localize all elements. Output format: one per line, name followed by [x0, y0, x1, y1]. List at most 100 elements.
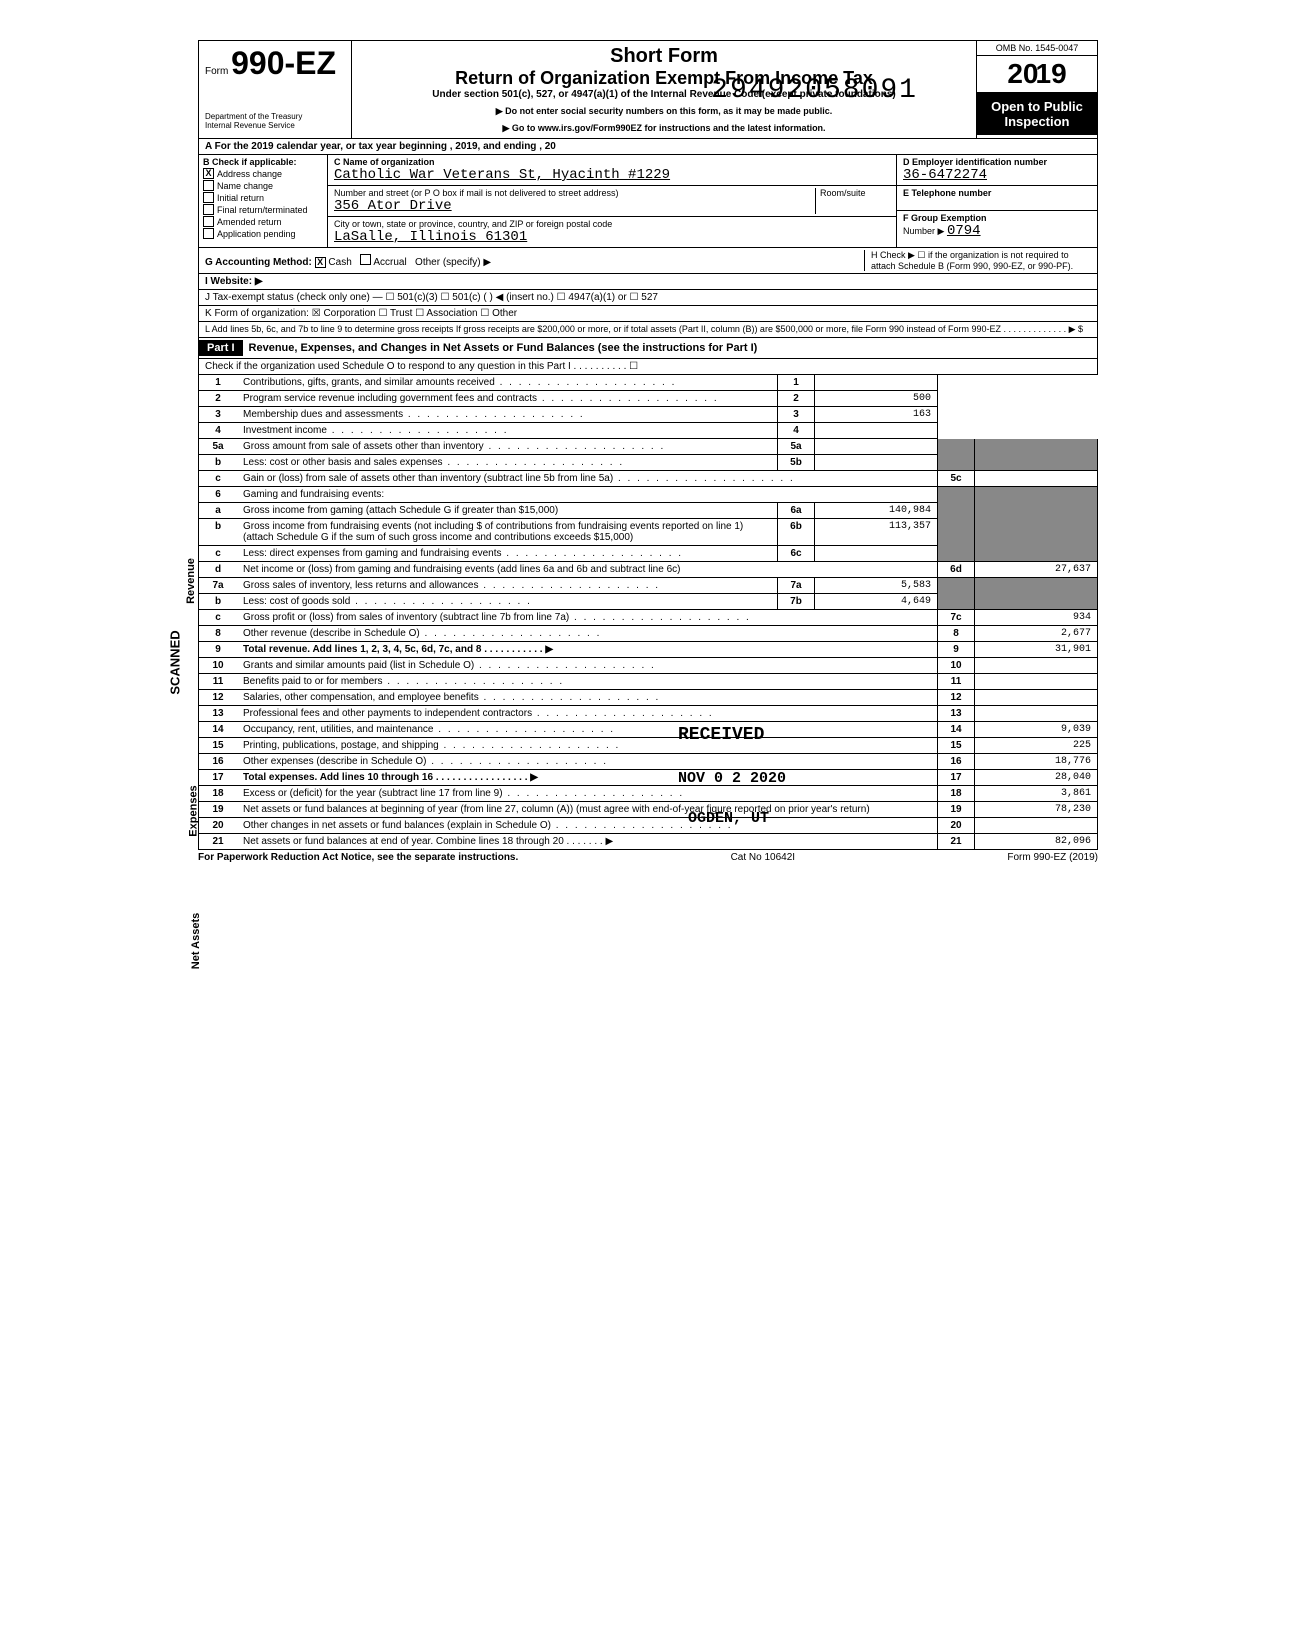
- f-label: F Group Exemption: [903, 213, 987, 223]
- cb-label: Initial return: [217, 193, 264, 203]
- line-1: 1Contributions, gifts, grants, and simil…: [199, 375, 1098, 391]
- cb-application-pending[interactable]: Application pending: [203, 228, 323, 239]
- org-name-row: C Name of organization Catholic War Vete…: [328, 155, 896, 186]
- cb-accrual[interactable]: [360, 254, 371, 265]
- cb-amended[interactable]: Amended return: [203, 216, 323, 227]
- part1-label: Part I: [199, 340, 243, 356]
- line-19: 19Net assets or fund balances at beginni…: [199, 802, 1098, 818]
- line-15: 15Printing, publications, postage, and s…: [199, 738, 1098, 754]
- line-6: 6Gaming and fundraising events:: [199, 487, 1098, 503]
- row-gh: G Accounting Method: Cash Accrual Other …: [198, 248, 1098, 274]
- line-20: 20Other changes in net assets or fund ba…: [199, 818, 1098, 834]
- line-14: 14Occupancy, rent, utilities, and mainte…: [199, 722, 1098, 738]
- line-5c: cGain or (loss) from sale of assets othe…: [199, 471, 1098, 487]
- line-12: 12Salaries, other compensation, and empl…: [199, 690, 1098, 706]
- part1-title: Revenue, Expenses, and Changes in Net As…: [249, 342, 758, 354]
- cb-label: Amended return: [217, 217, 282, 227]
- cb-label: Application pending: [217, 229, 296, 239]
- cb-address-change[interactable]: Address change: [203, 168, 323, 179]
- cb-label: Address change: [217, 169, 282, 179]
- f-value: 0794: [947, 223, 981, 239]
- org-name: Catholic War Veterans St, Hyacinth #1229: [334, 167, 890, 183]
- row-k: K Form of organization: ☒ Corporation ☐ …: [198, 306, 1098, 322]
- received-stamp-2: NOV 0 2 2020: [678, 770, 786, 787]
- section-b: B Check if applicable: Address change Na…: [199, 155, 328, 247]
- section-e: E Telephone number: [897, 186, 1097, 211]
- row-h: H Check ▶ ☐ if the organization is not r…: [864, 250, 1091, 271]
- omb-number: OMB No. 1545-0047: [977, 41, 1097, 56]
- open-public: Open to Public Inspection: [977, 93, 1097, 135]
- line-3: 3Membership dues and assessments3163: [199, 407, 1098, 423]
- g-label: G Accounting Method:: [205, 257, 312, 268]
- part1-check: Check if the organization used Schedule …: [198, 359, 1098, 375]
- line-16: 16Other expenses (describe in Schedule O…: [199, 754, 1098, 770]
- line-6d: dNet income or (loss) from gaming and fu…: [199, 562, 1098, 578]
- row-i: I Website: ▶: [198, 274, 1098, 290]
- line-5a: 5aGross amount from sale of assets other…: [199, 439, 1098, 455]
- section-c: C Name of organization Catholic War Vete…: [328, 155, 896, 247]
- cash-label: Cash: [328, 257, 351, 268]
- sidebar-expenses: Expenses: [188, 785, 200, 836]
- checkbox-icon: [203, 168, 214, 179]
- form-number: 990-EZ: [231, 45, 336, 81]
- info-grid: B Check if applicable: Address change Na…: [198, 155, 1098, 248]
- section-f: F Group Exemption Number ▶ 0794: [897, 211, 1097, 241]
- row-a: A For the 2019 calendar year, or tax yea…: [198, 139, 1098, 155]
- stamp-number: 29492058091: [711, 75, 918, 106]
- i-label: I Website: ▶: [205, 276, 263, 287]
- line-11: 11Benefits paid to or for members11: [199, 674, 1098, 690]
- short-form-title: Short Form: [356, 45, 972, 68]
- received-stamp-1: RECEIVED: [678, 725, 764, 745]
- city-label: City or town, state or province, country…: [334, 219, 890, 229]
- tax-year: 20201919: [977, 56, 1097, 93]
- e-label: E Telephone number: [903, 188, 1091, 198]
- line-21: 21Net assets or fund balances at end of …: [199, 834, 1098, 850]
- checkbox-icon: [203, 216, 214, 227]
- warning: ▶ Do not enter social security numbers o…: [356, 106, 972, 117]
- cb-label: Final return/terminated: [217, 205, 308, 215]
- other-label: Other (specify) ▶: [415, 257, 491, 268]
- cb-final-return[interactable]: Final return/terminated: [203, 204, 323, 215]
- cb-initial-return[interactable]: Initial return: [203, 192, 323, 203]
- f-number-label: Number ▶: [903, 226, 944, 236]
- line-13: 13Professional fees and other payments t…: [199, 706, 1098, 722]
- line-7c: cGross profit or (loss) from sales of in…: [199, 610, 1098, 626]
- header-right: OMB No. 1545-0047 20201919 Open to Publi…: [976, 41, 1097, 138]
- cb-name-change[interactable]: Name change: [203, 180, 323, 191]
- city-row: City or town, state or province, country…: [328, 217, 896, 247]
- accrual-label: Accrual: [373, 257, 406, 268]
- d-label: D Employer identification number: [903, 157, 1091, 167]
- room-label: Room/suite: [815, 188, 890, 214]
- line-8: 8Other revenue (describe in Schedule O)8…: [199, 626, 1098, 642]
- part1-header: Part I Revenue, Expenses, and Changes in…: [198, 338, 1098, 359]
- row-j: J Tax-exempt status (check only one) — ☐…: [198, 290, 1098, 306]
- sidebar-netassets: Net Assets: [190, 913, 202, 969]
- scanned-stamp: SCANNED: [168, 630, 183, 694]
- footer-right: Form 990-EZ (2019): [1007, 852, 1098, 863]
- line-9: 9Total revenue. Add lines 1, 2, 3, 4, 5c…: [199, 642, 1098, 658]
- checkbox-icon: [203, 204, 214, 215]
- dept-label: Department of the Treasury Internal Reve…: [205, 112, 345, 130]
- form-990ez: 29492058091 Form 990-EZ Department of th…: [198, 40, 1098, 865]
- line-17: 17Total expenses. Add lines 10 through 1…: [199, 770, 1098, 786]
- checkbox-icon: [203, 192, 214, 203]
- header-left: Form 990-EZ Department of the Treasury I…: [199, 41, 352, 138]
- cb-label: Name change: [217, 181, 273, 191]
- section-d: D Employer identification number 36-6472…: [897, 155, 1097, 186]
- lines-table: 1Contributions, gifts, grants, and simil…: [198, 375, 1098, 850]
- form-label: Form 990-EZ: [205, 45, 345, 82]
- received-stamp-3: OGDEN, UT: [688, 810, 769, 827]
- row-l: L Add lines 5b, 6c, and 7b to line 9 to …: [198, 322, 1098, 338]
- street: 356 Ator Drive: [334, 198, 815, 214]
- street-row: Number and street (or P O box if mail is…: [328, 186, 896, 217]
- section-de: D Employer identification number 36-6472…: [896, 155, 1097, 247]
- cb-cash[interactable]: [315, 257, 326, 268]
- ein: 36-6472274: [903, 167, 1091, 183]
- line-10: 10Grants and similar amounts paid (list …: [199, 658, 1098, 674]
- name-label: C Name of organization: [334, 157, 890, 167]
- checkbox-icon: [203, 180, 214, 191]
- street-label: Number and street (or P O box if mail is…: [334, 188, 815, 198]
- lines-section: Revenue Expenses Net Assets SCANNED RECE…: [198, 375, 1098, 850]
- line-4: 4Investment income4: [199, 423, 1098, 439]
- footer: For Paperwork Reduction Act Notice, see …: [198, 850, 1098, 865]
